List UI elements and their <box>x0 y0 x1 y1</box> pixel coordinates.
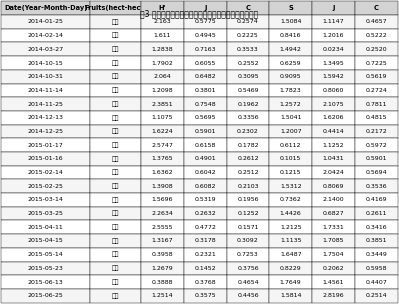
Text: 表3 不同生境下芒果园节肢动物群落结构特征的时间变化: 表3 不同生境下芒果园节肢动物群落结构特征的时间变化 <box>140 9 259 18</box>
